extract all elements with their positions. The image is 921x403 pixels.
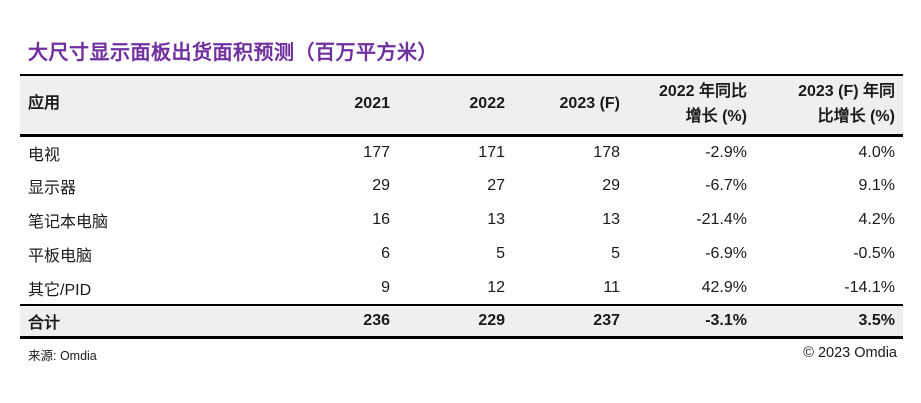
copyright-label: © 2023 Omdia: [803, 344, 897, 361]
header-row: 应用 2021 2022 2023 (F) 2022 年同比 增长 (%) 20…: [20, 75, 903, 136]
cell-2021: 29: [372, 177, 390, 195]
cell-2023f: 29: [602, 177, 620, 195]
cell-total-2023f: 237: [593, 311, 620, 329]
cell-app: 笔记本电脑: [28, 214, 109, 232]
cell-total-yoy-2023f: 3.5%: [858, 311, 895, 329]
cell-yoy-2023f: -0.5%: [853, 245, 895, 263]
table-row-tablet: 平板电脑 6 5 5 -6.9% -0.5%: [20, 237, 903, 271]
cell-2022: 13: [487, 211, 505, 229]
cell-yoy-2022: -6.7%: [705, 177, 747, 195]
cell-2022: 5: [496, 245, 505, 263]
table-footer: 来源: Omdia © 2023 Omdia: [20, 345, 903, 364]
cell-yoy-2022: -21.4%: [696, 211, 747, 229]
cell-2023f: 5: [611, 245, 620, 263]
table-row-total: 合计 236 229 237 -3.1% 3.5%: [20, 305, 903, 338]
cell-yoy-2022: 42.9%: [701, 278, 747, 296]
table-row-notebook: 笔记本电脑 16 13 13 -21.4% 4.2%: [20, 203, 903, 237]
table-row-monitor: 显示器 29 27 29 -6.7% 9.1%: [20, 169, 903, 203]
cell-2022: 171: [478, 143, 505, 161]
source-label: 来源: Omdia: [28, 348, 97, 363]
cell-2023f: 178: [593, 143, 620, 161]
col-header-2021: 2021: [354, 95, 390, 113]
cell-total-yoy-2022: -3.1%: [705, 311, 747, 329]
cell-app: 显示器: [28, 180, 77, 198]
cell-2021: 16: [372, 211, 390, 229]
page-title: 大尺寸显示面板出货面积预测（百万平方米）: [28, 42, 438, 64]
table-row-tv: 电视 177 171 178 -2.9% 4.0%: [20, 135, 903, 169]
table-row-other-pid: 其它/PID 9 12 11 42.9% -14.1%: [20, 271, 903, 305]
cell-yoy-2023f: 9.1%: [858, 177, 895, 195]
cell-total-label: 合计: [28, 314, 61, 332]
cell-2021: 177: [363, 143, 390, 161]
col-header-yoy-2022: 2022 年同比 增长 (%): [658, 83, 747, 125]
cell-2022: 12: [487, 278, 505, 296]
report-page: 大尺寸显示面板出货面积预测（百万平方米） 应用 2021 2022 2023 (…: [20, 42, 903, 364]
cell-2023f: 11: [603, 278, 620, 296]
col-header-yoy-2023f: 2023 (F) 年同 比增长 (%): [798, 83, 895, 125]
cell-2021: 6: [381, 245, 390, 263]
cell-2023f: 13: [602, 211, 620, 229]
cell-total-2021: 236: [363, 311, 390, 329]
cell-app: 其它/PID: [28, 281, 92, 299]
col-header-2023f: 2023 (F): [559, 95, 620, 113]
col-header-application: 应用: [28, 95, 61, 113]
cell-app: 电视: [28, 146, 61, 164]
cell-app: 平板电脑: [28, 248, 93, 266]
cell-yoy-2022: -6.9%: [705, 245, 747, 263]
cell-2022: 27: [487, 177, 505, 195]
cell-yoy-2023f: 4.2%: [858, 211, 895, 229]
cell-2021: 9: [381, 278, 390, 296]
cell-yoy-2023f: 4.0%: [858, 143, 895, 161]
panel-shipment-table: 应用 2021 2022 2023 (F) 2022 年同比 增长 (%) 20…: [20, 74, 903, 339]
cell-yoy-2022: -2.9%: [705, 143, 747, 161]
cell-yoy-2023f: -14.1%: [844, 278, 895, 296]
col-header-2022: 2022: [469, 95, 505, 113]
cell-total-2022: 229: [478, 311, 505, 329]
